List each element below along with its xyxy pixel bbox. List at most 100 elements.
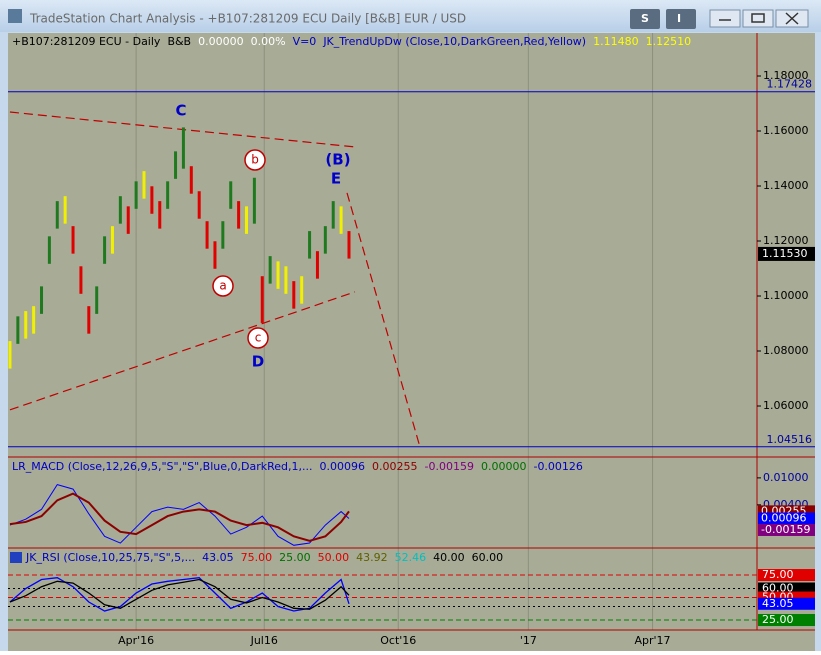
- price-bar: [142, 171, 146, 199]
- price-bar: [55, 201, 59, 229]
- maximize-button[interactable]: [742, 9, 774, 28]
- price-bar: [103, 236, 107, 264]
- value-box-label: 75.00: [762, 568, 794, 581]
- x-tick-label: Jul16: [250, 634, 278, 647]
- price-bar: [292, 281, 296, 309]
- y-tick-label: 0.01000: [763, 471, 809, 484]
- wave-label: C: [175, 102, 186, 120]
- price-bar: [197, 191, 201, 219]
- price-bar: [300, 276, 304, 304]
- price-bar: [134, 181, 138, 209]
- y-tick-label: 1.18000: [763, 69, 809, 82]
- wave-label: b: [251, 153, 259, 167]
- value-box: [758, 523, 815, 536]
- price-bar: [189, 166, 193, 194]
- last-price-box: [758, 246, 815, 261]
- price-bar: [32, 306, 36, 334]
- wave-label: a: [219, 279, 226, 293]
- price-bar: [63, 196, 67, 224]
- price-bar: [166, 181, 170, 209]
- price-bar: [126, 206, 130, 234]
- y-tick-label: 1.16000: [763, 124, 809, 137]
- macd-line: [9, 492, 350, 542]
- study-header: 1.12510: [646, 35, 692, 48]
- price-bar: [95, 286, 99, 314]
- y-tick-label: 1.10000: [763, 289, 809, 302]
- price-bar: [268, 256, 272, 284]
- wave-label: (B): [325, 151, 350, 169]
- value-box-label: 25.00: [762, 613, 794, 626]
- toolbar-label: I: [677, 12, 681, 25]
- study-header: 43.92: [356, 551, 388, 564]
- price-bar: [284, 266, 288, 294]
- price-bar: [237, 201, 241, 229]
- toolbar-button[interactable]: [630, 9, 660, 29]
- price-bar: [339, 206, 343, 234]
- x-tick-label: Apr'17: [635, 634, 671, 647]
- study-header: JK_TrendUpDw (Close,10,DarkGreen,Red,Yel…: [322, 35, 586, 48]
- price-bar: [118, 196, 122, 224]
- chart: Apr'16 Jul16 Oct'16 '17 Apr'17 1.18000 1.16000…: [8, 33, 815, 647]
- price-bar: [40, 286, 44, 314]
- price-bar: [87, 306, 91, 334]
- study-header: 0.00255: [372, 460, 418, 473]
- study-icon: [10, 552, 22, 563]
- price-bar: [174, 151, 178, 179]
- price-bar: [276, 261, 280, 289]
- price-bar: [47, 236, 51, 264]
- price-bar: [323, 226, 327, 254]
- study-header: -0.00126: [533, 460, 582, 473]
- wave-circle: [244, 149, 266, 171]
- toolbar-label: S: [641, 12, 649, 25]
- wave-circle: [212, 275, 234, 297]
- study-header: 1.11480: [593, 35, 639, 48]
- price-bar: [331, 201, 335, 229]
- y-tick-label: 1.08000: [763, 344, 809, 357]
- price-bar: [213, 241, 217, 269]
- price-bar: [229, 181, 233, 209]
- last-price-label: 1.11530: [762, 247, 808, 260]
- price-bar: [110, 226, 114, 254]
- study-header: V=0: [293, 35, 317, 48]
- study-header: 0.00096: [320, 460, 366, 473]
- value-box-label: 60.00: [762, 582, 794, 595]
- study-header: B&B: [167, 35, 191, 48]
- price-bar: [158, 201, 162, 229]
- y-tick-label: 1.14000: [763, 179, 809, 192]
- study-header: 52.46: [395, 551, 427, 564]
- value-box-label: -0.00159: [761, 523, 810, 536]
- value-box: [758, 597, 815, 610]
- level-label: 1.17428: [767, 78, 813, 91]
- study-header: JK_RSI (Close,10,25,75,"S",5,...: [25, 551, 195, 564]
- wave-label: c: [255, 331, 262, 345]
- study-header: 0.00000: [198, 35, 244, 48]
- price-bar: [347, 231, 351, 259]
- level-label: 1.04516: [767, 433, 813, 446]
- price-bar: [308, 231, 312, 259]
- x-tick-label: Apr'16: [118, 634, 154, 647]
- price-bar: [150, 186, 154, 214]
- value-box: [758, 512, 815, 525]
- value-box-label: 43.05: [762, 597, 794, 610]
- study-header: 60.00: [472, 551, 504, 564]
- study-header: 75.00: [241, 551, 273, 564]
- value-box: [758, 614, 815, 627]
- wave-label: D: [252, 353, 264, 371]
- study-header: LR_MACD (Close,12,26,9,5,"S","S",Blue,0,…: [12, 460, 313, 473]
- price-bar: [181, 127, 185, 169]
- study-header: 0.00%: [251, 35, 286, 48]
- wave-circle: [247, 327, 269, 349]
- window-title: TradeStation Chart Analysis - +B107:2812…: [29, 12, 466, 26]
- price-bar: [221, 221, 225, 249]
- x-tick-label: Oct'16: [380, 634, 416, 647]
- study-header: 43.05: [202, 551, 234, 564]
- x-tick-label: '17: [520, 634, 537, 647]
- study-header: -0.00159: [425, 460, 474, 473]
- app-icon: [8, 9, 22, 23]
- window-button-glyphs: [719, 12, 799, 25]
- price-bar: [252, 177, 256, 224]
- price-bar: [24, 311, 28, 339]
- y-tick-label: 1.12000: [763, 234, 809, 247]
- minimize-button[interactable]: [709, 9, 741, 28]
- toolbar-button[interactable]: [666, 9, 696, 29]
